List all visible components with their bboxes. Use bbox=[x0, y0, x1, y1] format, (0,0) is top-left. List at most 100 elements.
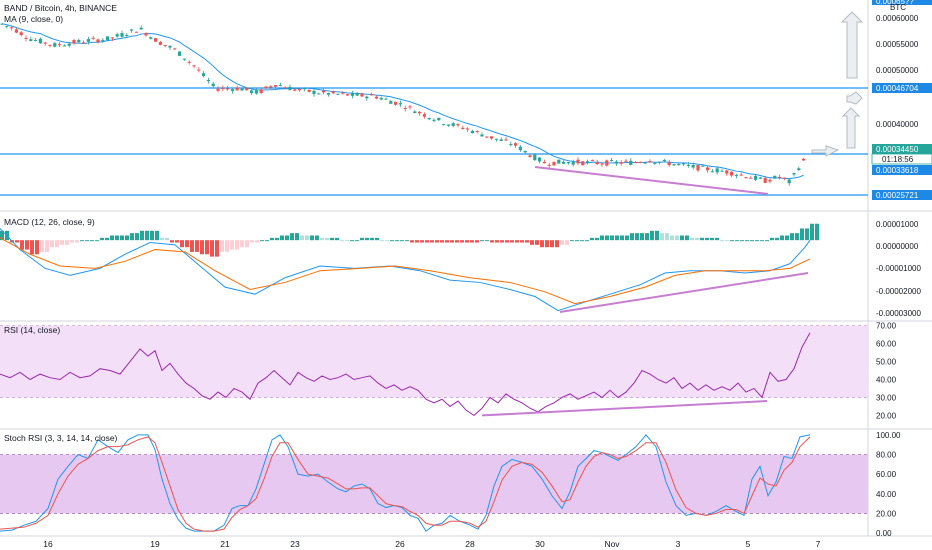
candle-body[interactable] bbox=[288, 86, 292, 91]
candle-body[interactable] bbox=[586, 161, 590, 163]
candle-body[interactable] bbox=[149, 37, 153, 39]
candle-body[interactable] bbox=[29, 39, 33, 41]
candle-body[interactable] bbox=[0, 23, 4, 25]
candle-body[interactable] bbox=[470, 130, 474, 133]
candle-body[interactable] bbox=[456, 124, 460, 126]
candle-body[interactable] bbox=[48, 44, 52, 46]
candle-body[interactable] bbox=[494, 138, 498, 140]
candle-body[interactable] bbox=[610, 160, 614, 162]
candle-body[interactable] bbox=[523, 150, 527, 153]
candle-body[interactable] bbox=[5, 25, 9, 27]
candle-body[interactable] bbox=[154, 38, 158, 42]
candle-body[interactable] bbox=[173, 48, 177, 50]
candle-body[interactable] bbox=[504, 139, 508, 141]
candle-body[interactable] bbox=[662, 159, 666, 161]
candle-body[interactable] bbox=[552, 161, 556, 166]
candle-body[interactable] bbox=[370, 94, 374, 96]
candle-body[interactable] bbox=[773, 175, 777, 179]
candle-body[interactable] bbox=[312, 90, 316, 95]
candle-body[interactable] bbox=[408, 106, 412, 108]
candle-body[interactable] bbox=[658, 161, 662, 163]
candle-body[interactable] bbox=[499, 139, 503, 141]
candle-body[interactable] bbox=[576, 159, 580, 164]
candle-body[interactable] bbox=[350, 92, 354, 96]
candle-body[interactable] bbox=[643, 162, 647, 164]
candle-body[interactable] bbox=[336, 93, 340, 95]
candle-body[interactable] bbox=[197, 69, 201, 71]
candle-body[interactable] bbox=[96, 39, 100, 43]
candle-body[interactable] bbox=[115, 34, 119, 37]
candle-body[interactable] bbox=[240, 88, 244, 91]
macd-trendline[interactable] bbox=[559, 272, 809, 313]
candle-body[interactable] bbox=[120, 33, 124, 37]
candle-body[interactable] bbox=[341, 92, 345, 94]
candle-body[interactable] bbox=[691, 164, 695, 168]
projection-arrow-right[interactable] bbox=[811, 145, 840, 157]
candle-body[interactable] bbox=[619, 162, 623, 164]
candle-body[interactable] bbox=[403, 108, 407, 110]
candle-body[interactable] bbox=[715, 168, 719, 173]
candle-body[interactable] bbox=[600, 163, 604, 165]
candle-body[interactable] bbox=[43, 42, 47, 44]
candle-body[interactable] bbox=[547, 164, 551, 166]
candle-body[interactable] bbox=[192, 65, 196, 67]
candle-body[interactable] bbox=[442, 124, 446, 126]
candle-body[interactable] bbox=[648, 161, 652, 163]
candle-body[interactable] bbox=[53, 43, 57, 47]
candle-body[interactable] bbox=[672, 164, 676, 166]
candle-body[interactable] bbox=[634, 162, 638, 164]
candle-body[interactable] bbox=[72, 40, 76, 44]
candle-body[interactable] bbox=[211, 83, 215, 87]
candle-body[interactable] bbox=[10, 27, 14, 29]
candle-body[interactable] bbox=[182, 58, 186, 60]
candle-body[interactable] bbox=[509, 144, 513, 146]
candle-body[interactable] bbox=[101, 39, 105, 41]
candle-body[interactable] bbox=[77, 39, 81, 43]
candle-body[interactable] bbox=[461, 127, 465, 129]
candle-body[interactable] bbox=[802, 158, 806, 161]
candle-body[interactable] bbox=[614, 161, 618, 164]
candle-body[interactable] bbox=[58, 44, 62, 46]
candle-body[interactable] bbox=[250, 90, 254, 94]
candle-body[interactable] bbox=[38, 38, 42, 44]
candle-body[interactable] bbox=[533, 154, 537, 161]
candle-body[interactable] bbox=[384, 98, 388, 100]
candle-body[interactable] bbox=[792, 173, 796, 175]
candle-body[interactable] bbox=[163, 45, 167, 47]
candle-body[interactable] bbox=[355, 93, 359, 96]
price-pane[interactable] bbox=[0, 11, 868, 196]
candle-body[interactable] bbox=[264, 86, 268, 89]
candle-body[interactable] bbox=[605, 160, 609, 166]
candle-body[interactable] bbox=[298, 88, 302, 91]
candle-body[interactable] bbox=[346, 94, 350, 96]
candle-body[interactable] bbox=[557, 159, 561, 164]
candle-body[interactable] bbox=[758, 177, 762, 179]
macd-pane[interactable] bbox=[0, 223, 819, 313]
candle-body[interactable] bbox=[418, 111, 422, 114]
candle-body[interactable] bbox=[187, 61, 191, 63]
candle-body[interactable] bbox=[730, 171, 734, 176]
candle-body[interactable] bbox=[389, 101, 393, 104]
candle-body[interactable] bbox=[293, 89, 297, 91]
candle-body[interactable] bbox=[734, 174, 738, 176]
candle-body[interactable] bbox=[62, 45, 66, 47]
candle-body[interactable] bbox=[667, 162, 671, 166]
candle-body[interactable] bbox=[485, 136, 489, 138]
candle-body[interactable] bbox=[538, 157, 542, 162]
candle-body[interactable] bbox=[581, 161, 585, 166]
candle-body[interactable] bbox=[269, 86, 273, 88]
candle-body[interactable] bbox=[739, 174, 743, 176]
candle-body[interactable] bbox=[278, 85, 282, 87]
candle-body[interactable] bbox=[590, 160, 594, 162]
candle-body[interactable] bbox=[216, 88, 220, 91]
candle-body[interactable] bbox=[230, 89, 234, 91]
candle-body[interactable] bbox=[528, 155, 532, 158]
candle-body[interactable] bbox=[302, 88, 306, 90]
candle-body[interactable] bbox=[653, 162, 657, 164]
candle-body[interactable] bbox=[110, 37, 114, 39]
candle-body[interactable] bbox=[317, 93, 321, 95]
candle-body[interactable] bbox=[283, 87, 287, 89]
candle-body[interactable] bbox=[19, 32, 23, 36]
candle-body[interactable] bbox=[754, 175, 758, 180]
candle-body[interactable] bbox=[562, 161, 566, 164]
